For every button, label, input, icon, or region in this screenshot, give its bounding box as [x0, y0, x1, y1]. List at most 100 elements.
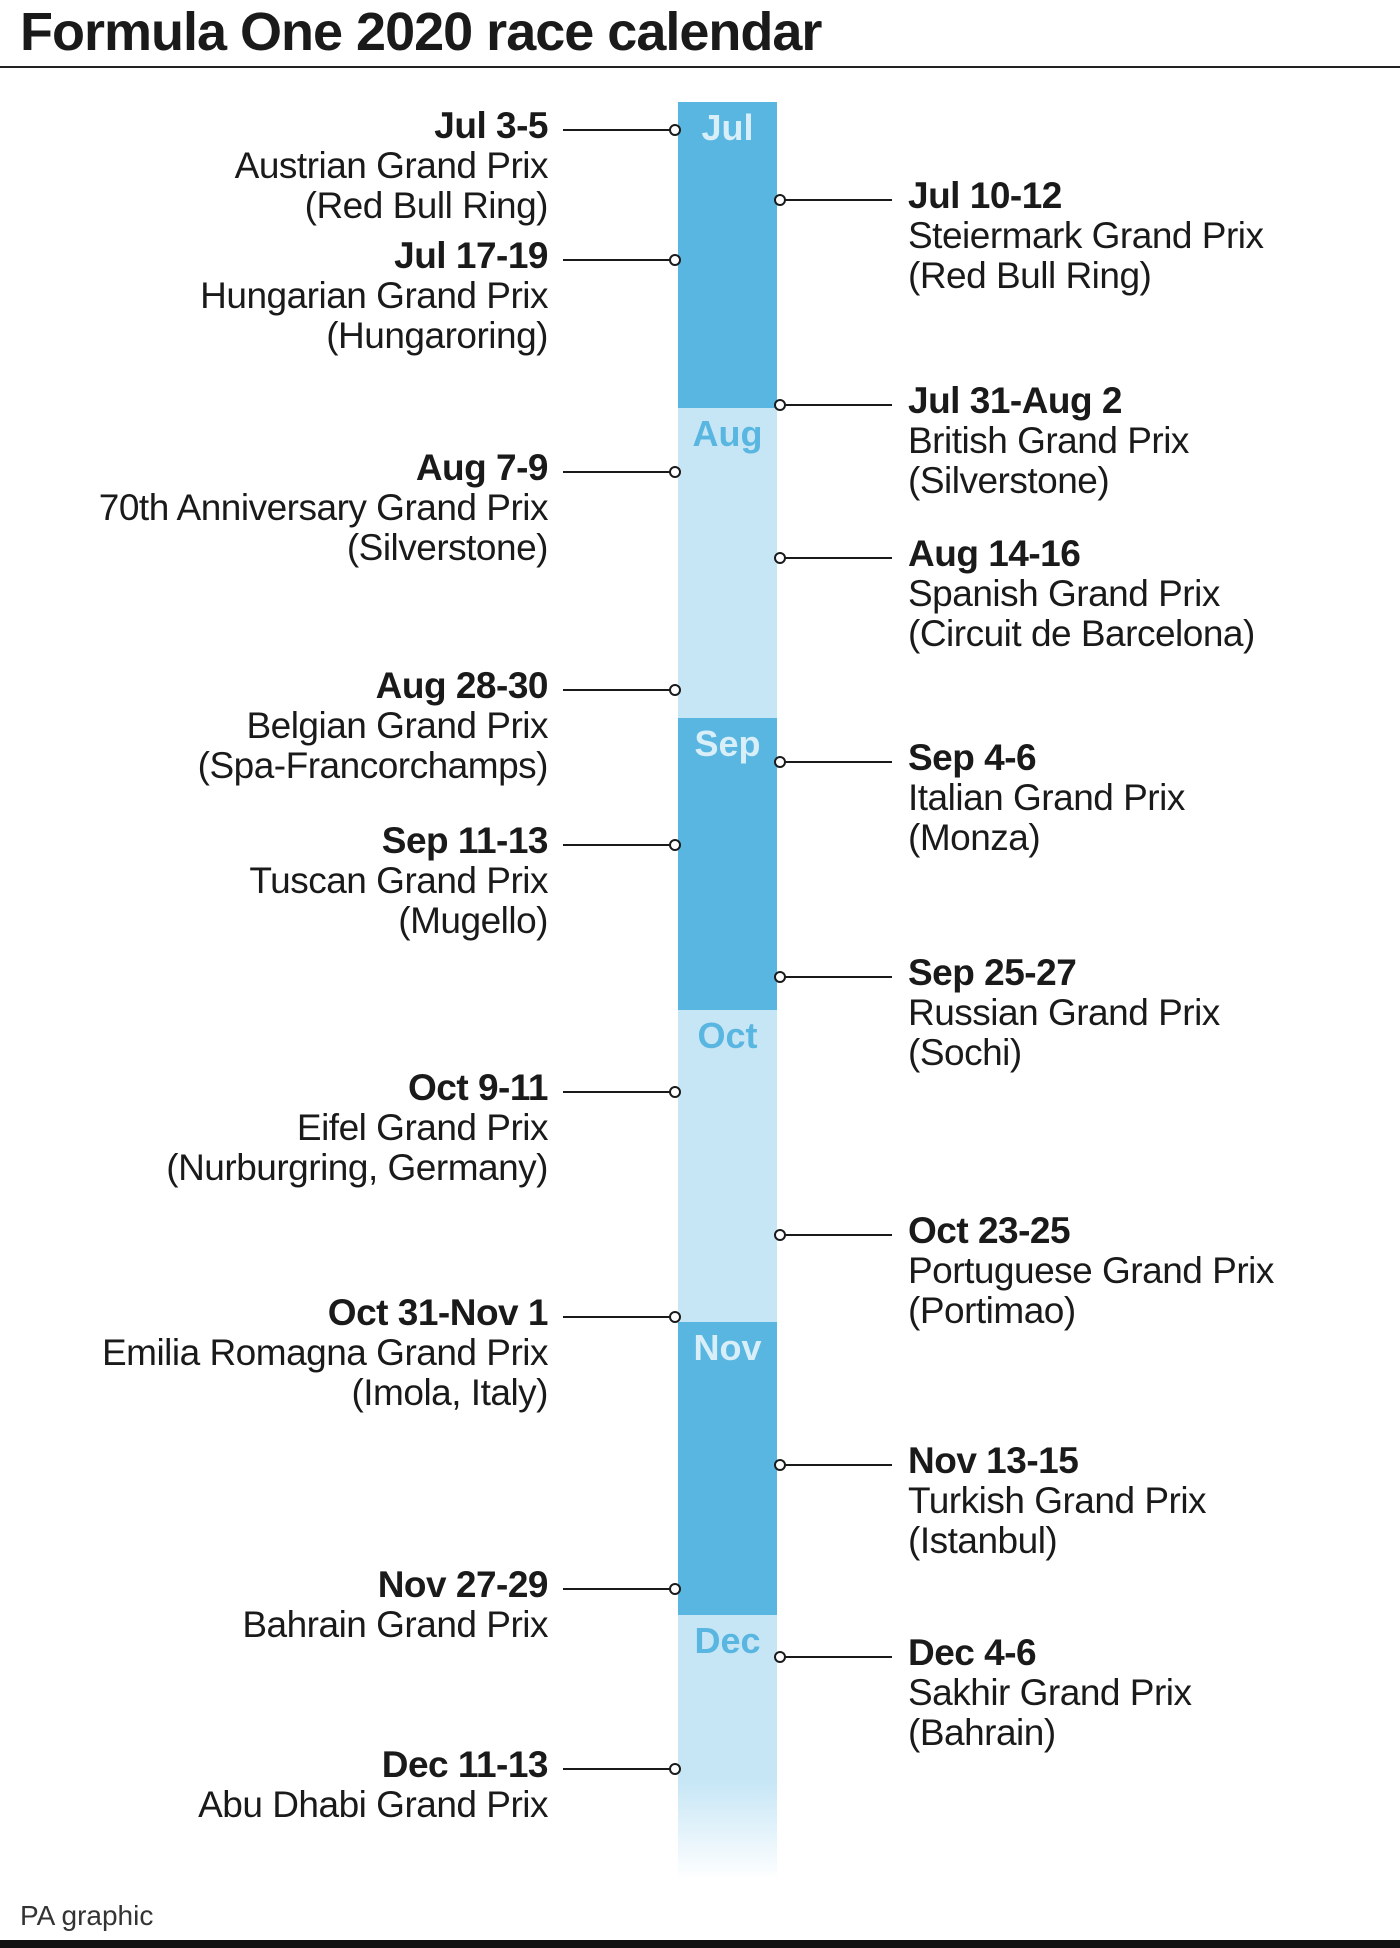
race-date: Oct 23-25 — [908, 1210, 1071, 1251]
connector-line — [563, 1316, 675, 1318]
race-marker-dot — [774, 552, 786, 564]
bottom-divider — [0, 1940, 1400, 1948]
race-entry: Sep 11-13 Tuscan Grand Prix (Mugello) — [8, 821, 548, 941]
race-venue: (Sochi) — [908, 1032, 1022, 1073]
race-venue: (Red Bull Ring) — [908, 255, 1152, 296]
race-marker-dot — [774, 1459, 786, 1471]
race-name: Abu Dhabi Grand Prix — [198, 1784, 548, 1825]
race-name: Tuscan Grand Prix — [249, 860, 548, 901]
race-venue: (Monza) — [908, 817, 1041, 858]
race-name: Portuguese Grand Prix — [908, 1250, 1274, 1291]
month-band-jul: Jul — [678, 102, 777, 408]
race-name: Eifel Grand Prix — [296, 1107, 549, 1148]
race-name: Turkish Grand Prix — [908, 1480, 1207, 1521]
race-venue: (Red Bull Ring) — [304, 185, 549, 226]
race-date: Sep 11-13 — [381, 820, 549, 861]
month-band-aug: Aug — [678, 408, 777, 718]
race-marker-dot — [669, 466, 681, 478]
race-marker-dot — [669, 1311, 681, 1323]
race-venue: (Portimao) — [908, 1290, 1076, 1331]
timeline-fade — [678, 1780, 777, 1880]
connector-line — [563, 1768, 675, 1770]
connector-line — [780, 1656, 892, 1658]
race-entry: Aug 28-30 Belgian Grand Prix (Spa-Francorc… — [8, 665, 549, 786]
race-name: Bahrain Grand Prix — [242, 1604, 548, 1645]
race-venue: (Bahrain) — [908, 1712, 1056, 1753]
race-marker-dot — [669, 839, 681, 851]
race-marker-dot — [669, 124, 681, 136]
connector-line — [563, 1588, 675, 1590]
connector-line — [563, 471, 675, 473]
race-venue: (Spa-Francorchamps) — [197, 745, 549, 786]
connector-line — [780, 1234, 892, 1236]
month-label: Aug — [692, 413, 763, 454]
race-name: Spanish Grand Prix — [908, 573, 1220, 614]
race-name: Italian Grand Prix — [908, 777, 1185, 818]
page-title: Formula One 2020 race calendar — [20, 2, 822, 62]
month-label: Sep — [694, 723, 761, 764]
race-date: Oct 9-11 — [408, 1067, 548, 1108]
race-name: Steiermark Grand Prix — [908, 215, 1264, 256]
race-marker-dot — [774, 756, 786, 768]
race-marker-dot — [669, 1763, 681, 1775]
race-marker-dot — [669, 684, 681, 696]
race-venue: (Silverstone) — [346, 527, 549, 568]
race-entry: Oct 23-25 Portuguese Grand Prix (Portimao) — [908, 1211, 1400, 1331]
connector-line — [780, 761, 892, 763]
race-date: Nov 27-29 — [377, 1564, 549, 1605]
race-marker-dot — [774, 399, 786, 411]
race-entry: Jul 17-19 Hungarian Grand Prix (Hungarorin… — [8, 236, 548, 356]
race-entry: Jul 3-5 Austrian Grand Prix (Red Bull Ring… — [8, 105, 549, 226]
race-entry: Sep 4-6 Italian Grand Prix (Monza) — [908, 738, 1400, 858]
race-name: 70th Anniversary Grand Prix — [98, 487, 549, 528]
title-divider — [0, 66, 1400, 68]
race-entry: Dec 4-6 Sakhir Grand Prix (Bahrain) — [908, 1633, 1400, 1753]
race-date: Jul 3-5 — [434, 105, 548, 146]
race-name: Austrian Grand Prix — [234, 145, 549, 186]
race-date: Dec 11-13 — [381, 1744, 549, 1785]
race-date: Aug 28-30 — [375, 665, 549, 706]
race-marker-dot — [669, 1086, 681, 1098]
race-name: Emilia Romagna Grand Prix — [101, 1332, 549, 1373]
race-venue: (Mugello) — [398, 900, 548, 941]
connector-line — [780, 976, 892, 978]
race-name: Russian Grand Prix — [908, 992, 1220, 1033]
race-venue: (Circuit de Barcelona) — [908, 613, 1255, 654]
race-date: Jul 31-Aug 2 — [908, 380, 1123, 421]
connector-line — [780, 199, 892, 201]
race-name: Sakhir Grand Prix — [908, 1672, 1192, 1713]
race-name: Belgian Grand Prix — [246, 705, 548, 746]
race-date: Dec 4-6 — [908, 1632, 1037, 1673]
month-label: Jul — [701, 107, 754, 148]
race-marker-dot — [774, 971, 786, 983]
connector-line — [780, 404, 892, 406]
connector-line — [780, 557, 892, 559]
race-date: Nov 13-15 — [908, 1440, 1079, 1481]
race-entry: Nov 13-15 Turkish Grand Prix (Istanbul) — [908, 1441, 1400, 1561]
race-venue: (Silverstone) — [908, 460, 1110, 501]
month-band-dec: Dec — [678, 1615, 777, 1790]
race-date: Sep 25-27 — [908, 952, 1077, 993]
race-date: Oct 31-Nov 1 — [327, 1292, 549, 1333]
month-band-oct: Oct — [678, 1010, 777, 1322]
race-entry: Oct 9-11 Eifel Grand Prix (Nurburgring, Ge… — [8, 1068, 548, 1188]
month-label: Oct — [697, 1015, 758, 1056]
race-entry: Oct 31-Nov 1 Emilia Romagna Grand Prix (Im… — [8, 1292, 549, 1413]
race-date: Jul 17-19 — [394, 235, 548, 276]
race-entry: Nov 27-29 Bahrain Grand Prix — [8, 1565, 548, 1645]
race-date: Aug 7-9 — [415, 447, 549, 488]
race-venue: (Imola, Italy) — [351, 1372, 548, 1413]
race-name: Hungarian Grand Prix — [200, 275, 548, 316]
race-marker-dot — [774, 1651, 786, 1663]
source-credit: PA graphic — [20, 1900, 154, 1931]
race-entry: Sep 25-27 Russian Grand Prix (Sochi) — [908, 953, 1400, 1073]
race-marker-dot — [669, 1583, 681, 1595]
race-marker-dot — [774, 194, 786, 206]
connector-line — [563, 129, 675, 131]
race-marker-dot — [774, 1229, 786, 1241]
race-entry: Aug 7-9 70th Anniversary Grand Prix (Silve… — [8, 447, 549, 568]
race-venue: (Nurburgring, Germany) — [166, 1147, 548, 1188]
connector-line — [563, 259, 675, 261]
race-marker-dot — [669, 254, 681, 266]
connector-line — [780, 1464, 892, 1466]
